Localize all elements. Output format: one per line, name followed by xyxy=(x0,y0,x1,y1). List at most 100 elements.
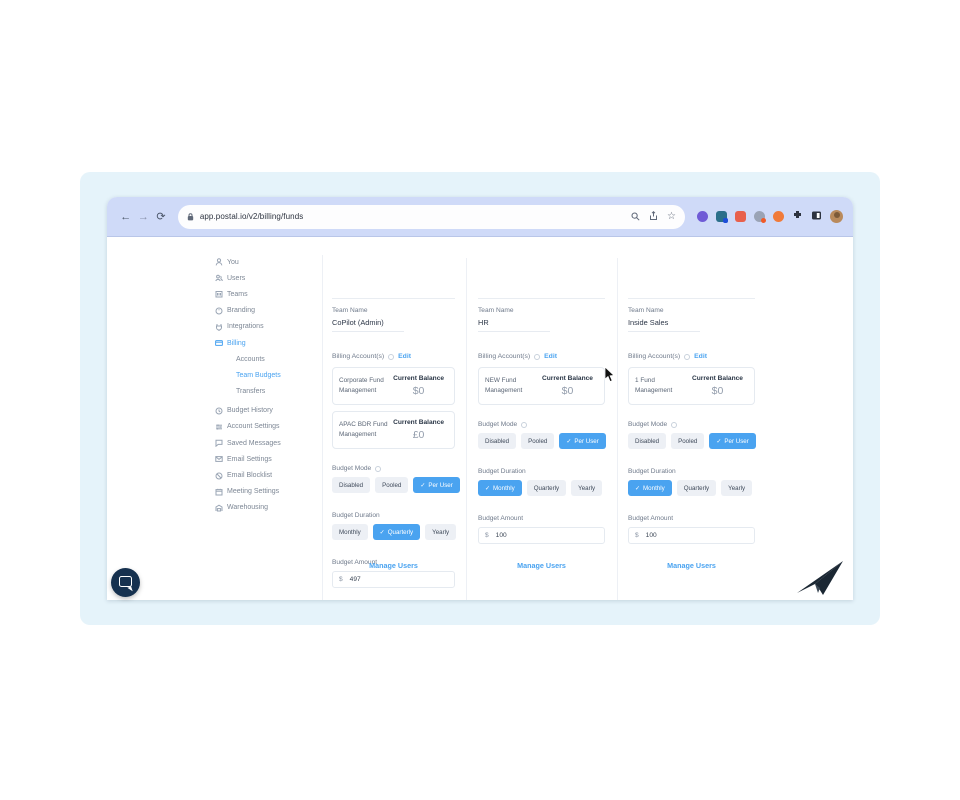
share-icon[interactable] xyxy=(649,208,658,226)
card-divider-1 xyxy=(466,258,467,600)
budget-duration-label: Budget Duration xyxy=(628,468,676,475)
info-icon[interactable] xyxy=(388,353,395,360)
sidebar-item-meeting-settings[interactable]: Meeting Settings xyxy=(215,484,320,500)
budget-mode-toggle: Disabled Pooled Per User xyxy=(628,433,756,449)
mode-pooled-button[interactable]: Pooled xyxy=(521,433,555,449)
mode-disabled-button[interactable]: Disabled xyxy=(628,433,667,449)
mode-disabled-button[interactable]: Disabled xyxy=(478,433,517,449)
mode-per-user-button[interactable]: Per User xyxy=(559,433,606,449)
current-balance-value: $0 xyxy=(711,385,724,397)
team-budget-card-hr: Team Name HR Billing Account(s) Edit NEW… xyxy=(478,298,606,600)
gray-orange-dot-extension[interactable] xyxy=(754,211,766,223)
sidebar-item-accounts[interactable]: Accounts xyxy=(236,355,265,363)
billing-icon xyxy=(215,340,223,346)
duration-quarterly-button[interactable]: Quarterly xyxy=(676,480,717,496)
integrations-icon xyxy=(216,323,222,331)
sidebar-item-integrations[interactable]: Integrations xyxy=(215,319,320,335)
red-folder-extension[interactable] xyxy=(735,211,746,222)
sidebar-item-email-settings[interactable]: Email Settings xyxy=(215,451,320,467)
url-text[interactable]: app.postal.io/v2/billing/funds xyxy=(199,212,304,221)
profile-avatar[interactable] xyxy=(830,210,843,223)
info-icon[interactable] xyxy=(671,421,678,428)
budget-duration-label: Budget Duration xyxy=(478,468,526,475)
sidebar-item-users[interactable]: Users xyxy=(215,270,320,286)
team-name-input[interactable]: HR xyxy=(478,318,550,332)
sidebar-item-team-budgets[interactable]: Team Budgets xyxy=(236,371,281,379)
warehouse-icon xyxy=(215,504,223,512)
duration-yearly-button[interactable]: Yearly xyxy=(571,480,603,496)
address-bar[interactable]: app.postal.io/v2/billing/funds ☆ xyxy=(177,204,685,229)
sidebar-item-branding[interactable]: Branding xyxy=(215,303,320,319)
current-balance-label: Current Balance xyxy=(393,375,445,382)
budget-amount-input[interactable]: $ 100 xyxy=(628,527,755,544)
duration-monthly-button[interactable]: Monthly xyxy=(332,524,368,540)
mode-pooled-button[interactable]: Pooled xyxy=(375,477,409,493)
side-panel-icon[interactable] xyxy=(811,208,822,226)
current-balance-label: Current Balance xyxy=(393,419,445,426)
budget-amount-label: Budget Amount xyxy=(478,515,524,522)
currency-symbol: $ xyxy=(635,532,639,539)
sidebar-item-account-settings[interactable]: Account Settings xyxy=(215,419,320,435)
omnibox-actions: ☆ xyxy=(631,208,676,226)
mode-per-user-button[interactable]: Per User xyxy=(709,433,756,449)
budget-amount-input[interactable]: $ 497 xyxy=(332,571,455,588)
edit-billing-accounts-link[interactable]: Edit xyxy=(694,353,707,360)
info-icon[interactable] xyxy=(521,421,528,428)
back-icon[interactable]: ← xyxy=(120,210,132,223)
history-icon xyxy=(215,407,223,415)
sidebar-item-you[interactable]: You xyxy=(215,254,320,270)
reload-icon[interactable]: ⟳ xyxy=(156,211,166,223)
billing-account-box: NEW Fund Management Current Balance $0 xyxy=(478,367,605,405)
fund-name: APAC BDR Fund Management xyxy=(339,421,388,438)
manage-users-link[interactable]: Manage Users xyxy=(517,561,566,570)
duration-quarterly-button[interactable]: Quarterly xyxy=(372,524,421,540)
team-name-label: Team Name xyxy=(332,307,368,314)
budget-duration-toggle: Monthly Quarterly Yearly xyxy=(628,480,755,496)
forward-icon[interactable]: → xyxy=(137,210,149,223)
info-icon[interactable] xyxy=(375,465,382,472)
lock-icon[interactable] xyxy=(187,212,194,221)
teams-icon xyxy=(215,291,223,298)
duration-yearly-button[interactable]: Yearly xyxy=(721,480,753,496)
sidebar-item-email-blocklist[interactable]: Email Blocklist xyxy=(215,467,320,483)
mode-per-user-button[interactable]: Per User xyxy=(413,477,460,493)
mode-pooled-button[interactable]: Pooled xyxy=(671,433,705,449)
mode-disabled-button[interactable]: Disabled xyxy=(332,477,371,493)
fund-name: NEW Fund Management xyxy=(485,377,523,394)
search-icon[interactable] xyxy=(631,208,640,226)
duration-yearly-button[interactable]: Yearly xyxy=(425,524,457,540)
current-balance-label: Current Balance xyxy=(692,375,743,382)
star-icon[interactable]: ☆ xyxy=(667,210,676,222)
puzzle-extensions-icon[interactable] xyxy=(792,208,803,226)
budget-amount-input[interactable]: $ 100 xyxy=(478,527,605,544)
sidebar-item-teams[interactable]: Teams xyxy=(215,286,320,302)
team-name-input[interactable]: Inside Sales xyxy=(628,318,700,332)
team-name-value[interactable]: CoPilot (Admin) xyxy=(332,318,404,332)
duration-quarterly-button[interactable]: Quarterly xyxy=(526,480,567,496)
duration-monthly-button[interactable]: Monthly xyxy=(628,480,672,496)
card-divider-2 xyxy=(617,258,618,600)
budget-mode-label: Budget Mode xyxy=(332,465,372,472)
manage-users-link[interactable]: Manage Users xyxy=(667,561,716,570)
sidebar-item-transfers[interactable]: Transfers xyxy=(236,388,266,396)
manage-users-link[interactable]: Manage Users xyxy=(369,561,418,570)
amount-value: 100 xyxy=(645,532,657,539)
chat-launcher-button[interactable] xyxy=(111,568,140,597)
blocklist-icon xyxy=(215,472,223,480)
edit-billing-accounts-link[interactable]: Edit xyxy=(544,353,557,360)
purple-badge-extension[interactable] xyxy=(697,211,708,222)
sidebar-item-billing[interactable]: Billing xyxy=(215,335,320,351)
duration-monthly-button[interactable]: Monthly xyxy=(478,480,522,496)
current-balance-label: Current Balance xyxy=(542,375,593,382)
email-icon xyxy=(215,456,223,463)
orange-circle-extension[interactable] xyxy=(773,211,784,222)
teal-pen-extension[interactable] xyxy=(716,211,728,223)
edit-billing-accounts-link[interactable]: Edit xyxy=(398,353,411,360)
sidebar-item-saved-messages[interactable]: Saved Messages xyxy=(215,435,320,451)
sidebar-item-budget-history[interactable]: Budget History xyxy=(215,403,320,419)
sidebar-item-warehousing[interactable]: Warehousing xyxy=(215,500,320,516)
amount-value: 497 xyxy=(349,576,361,583)
info-icon[interactable] xyxy=(534,353,541,360)
info-icon[interactable] xyxy=(684,353,691,360)
budget-amount-label: Budget Amount xyxy=(332,559,378,566)
